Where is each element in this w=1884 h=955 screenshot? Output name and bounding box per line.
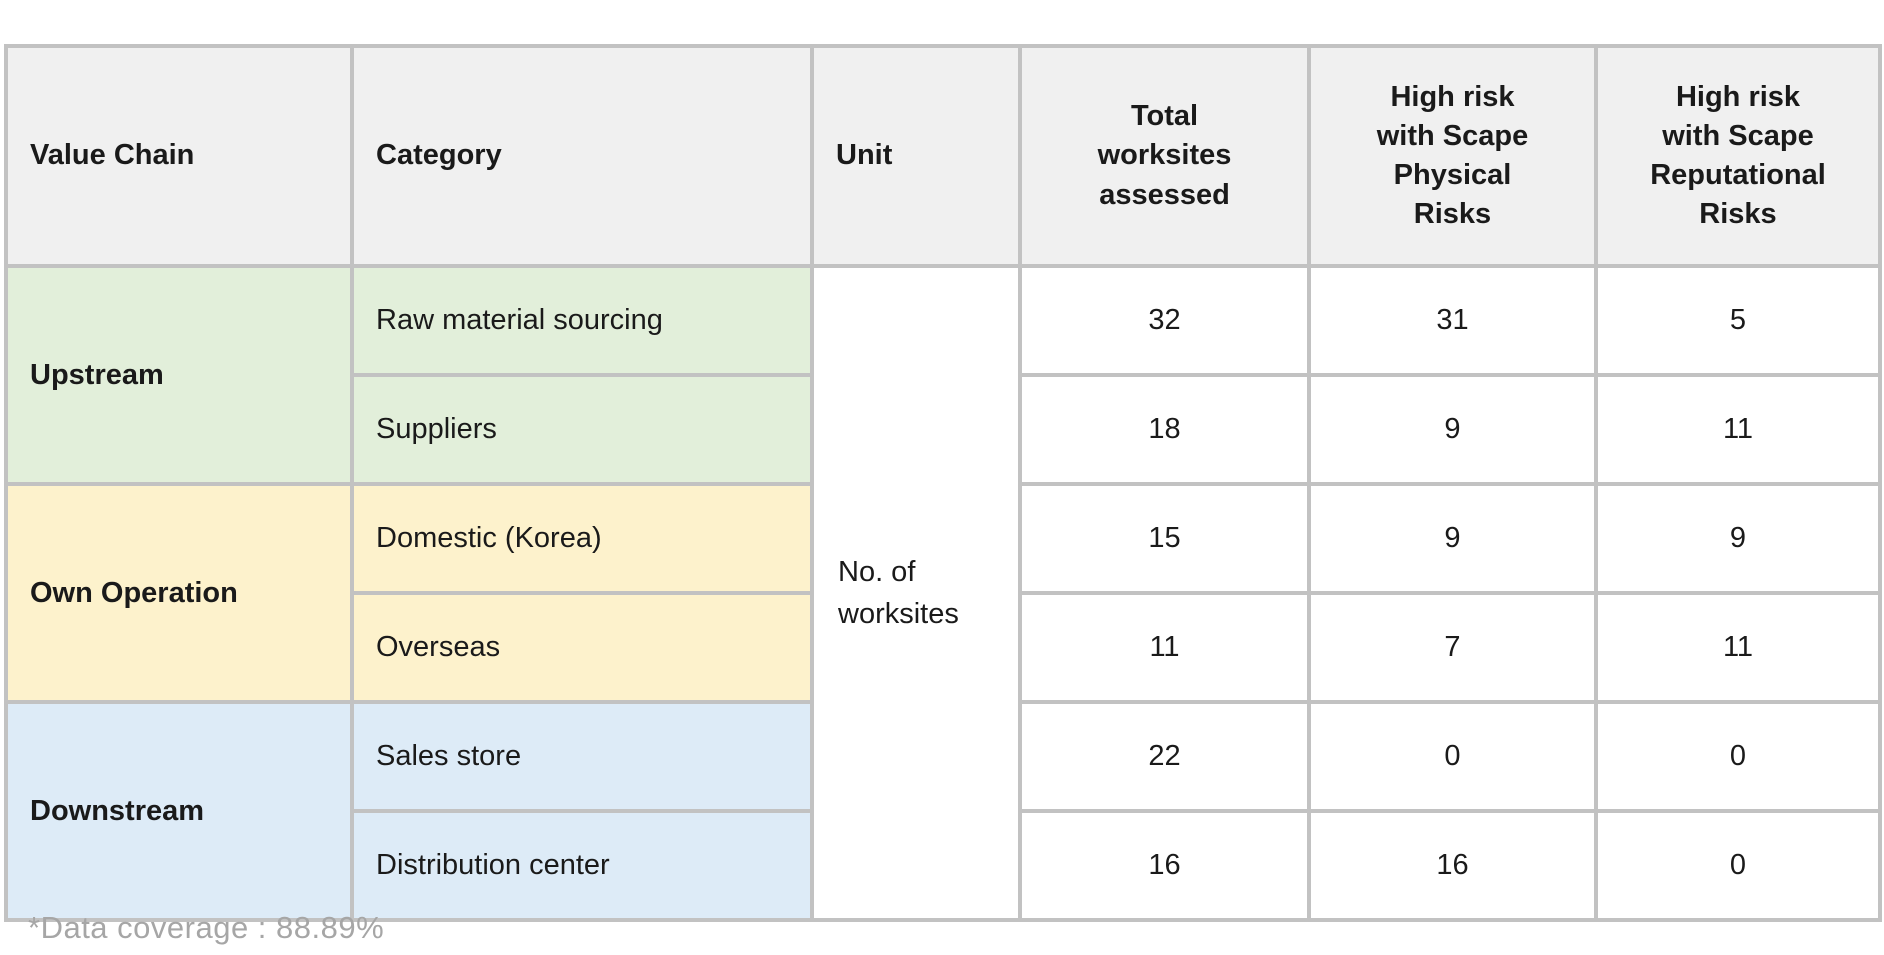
value-chain-risk-table: Value Chain Category Unit Total worksite… — [4, 44, 1882, 922]
category-cell: Sales store — [350, 700, 814, 813]
col-header-physical-risks: High risk with Scape Physical Risks — [1307, 44, 1598, 268]
physical-cell: 7 — [1307, 591, 1598, 704]
category-cell: Raw material sourcing — [350, 264, 814, 377]
total-cell: 11 — [1018, 591, 1311, 704]
reputational-cell: 0 — [1594, 700, 1882, 813]
physical-cell: 16 — [1307, 809, 1598, 922]
reputational-cell: 0 — [1594, 809, 1882, 922]
group-label-upstream: Upstream — [4, 264, 354, 486]
reputational-cell: 5 — [1594, 264, 1882, 377]
physical-cell: 9 — [1307, 482, 1598, 595]
table-row-distribution-center: Distribution center 16 16 0 — [6, 809, 1882, 922]
col-header-unit: Unit — [810, 44, 1022, 268]
table-row-suppliers: Suppliers 18 9 11 — [6, 373, 1882, 486]
reputational-cell: 11 — [1594, 591, 1882, 704]
unit-cell: No. of worksites — [810, 264, 1022, 922]
total-cell: 16 — [1018, 809, 1311, 922]
col-header-total-assessed: Total worksites assessed — [1018, 44, 1311, 268]
physical-cell: 9 — [1307, 373, 1598, 486]
group-label-downstream: Downstream — [4, 700, 354, 922]
col-header-reputational-risks: High risk with Scape Reputational Risks — [1594, 44, 1882, 268]
reputational-cell: 11 — [1594, 373, 1882, 486]
total-cell: 32 — [1018, 264, 1311, 377]
col-header-value-chain: Value Chain — [4, 44, 354, 268]
table-row-sales-store: Downstream Sales store 22 0 0 — [4, 700, 1882, 922]
col-header-category: Category — [350, 44, 814, 268]
total-cell: 22 — [1018, 700, 1311, 813]
category-cell: Distribution center — [350, 809, 814, 922]
physical-cell: 0 — [1307, 700, 1598, 813]
data-coverage-footnote: *Data coverage : 88.89% — [28, 910, 385, 945]
table-row-domestic-korea: Own Operation Domestic (Korea) 15 9 9 — [4, 482, 1882, 704]
total-cell: 15 — [1018, 482, 1311, 595]
reputational-cell: 9 — [1594, 482, 1882, 595]
table-row-overseas: Overseas 11 7 11 — [6, 591, 1882, 704]
group-label-own-operation: Own Operation — [4, 482, 354, 704]
category-cell: Overseas — [350, 591, 814, 704]
total-cell: 18 — [1018, 373, 1311, 486]
physical-cell: 31 — [1307, 264, 1598, 377]
category-cell: Domestic (Korea) — [350, 482, 814, 595]
header-row: Value Chain Category Unit Total worksite… — [4, 44, 1882, 268]
category-cell: Suppliers — [350, 373, 814, 486]
table-row-raw-material-sourcing: Upstream Raw material sourcing No. of wo… — [4, 264, 1882, 922]
